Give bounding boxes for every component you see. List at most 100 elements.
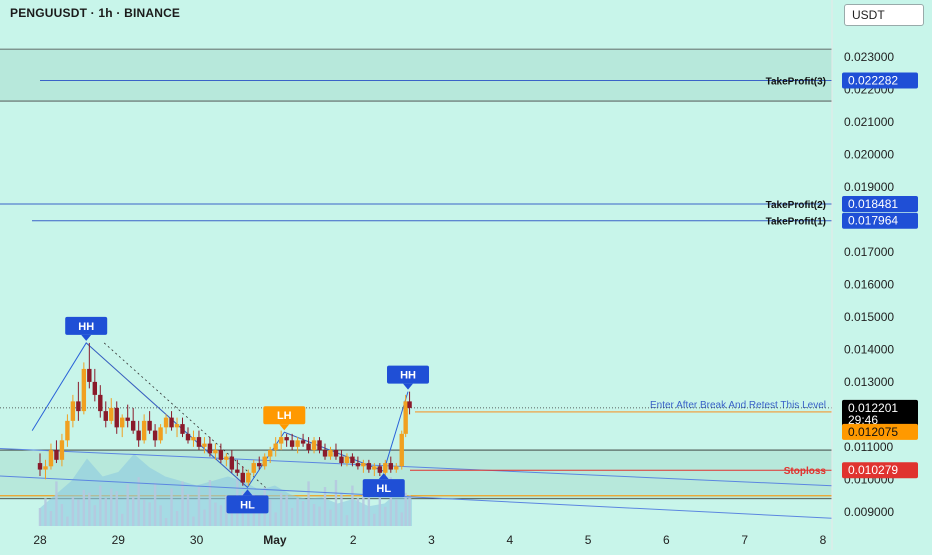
pivot-label-text: HL bbox=[376, 483, 391, 495]
y-tick-label: 0.019000 bbox=[844, 180, 894, 194]
candle-body bbox=[257, 463, 262, 467]
zone-0 bbox=[0, 49, 832, 102]
volume-bar bbox=[38, 508, 42, 526]
entry-label: Enter After Break And Retest This Level bbox=[650, 400, 826, 411]
volume-bar bbox=[400, 512, 403, 526]
y-tick-label: 0.013000 bbox=[844, 375, 894, 389]
x-tick-label: 29 bbox=[112, 533, 126, 547]
candle-body bbox=[87, 368, 92, 382]
volume-bar bbox=[323, 487, 327, 526]
candle-body bbox=[235, 469, 240, 473]
candle-body bbox=[180, 424, 185, 434]
x-tick-label: 30 bbox=[190, 533, 204, 547]
volume-bar bbox=[153, 482, 157, 526]
candle-body bbox=[350, 456, 355, 464]
currency-selector[interactable]: USDT bbox=[844, 4, 924, 26]
volume-bar bbox=[351, 485, 354, 526]
volume-bar bbox=[164, 518, 168, 526]
symbol-title: PENGUUSDT · 1h · BINANCE bbox=[10, 6, 181, 20]
candle-body bbox=[262, 456, 267, 467]
volume-bar bbox=[307, 481, 310, 526]
volume-bar bbox=[66, 516, 69, 526]
price-tag-takeprofit3 bbox=[842, 72, 918, 89]
level-label: TakeProfit(2) bbox=[766, 200, 826, 211]
pivot-label-text: HL bbox=[240, 499, 255, 511]
volume-bar bbox=[340, 492, 343, 526]
volume-bar bbox=[175, 511, 179, 526]
bar-countdown: 29:46 bbox=[848, 413, 878, 427]
candle-body bbox=[130, 420, 136, 431]
volume-bar bbox=[88, 492, 91, 526]
pivot-label-hl: HL bbox=[226, 489, 269, 514]
candle-body bbox=[109, 407, 114, 421]
candle-body bbox=[229, 456, 235, 470]
pivot-label-text: HH bbox=[78, 321, 94, 333]
candle-body bbox=[48, 450, 54, 467]
volume-bar bbox=[404, 492, 407, 526]
candle-body bbox=[268, 450, 273, 457]
candle-body bbox=[125, 417, 130, 421]
price-tag-stoploss-text: 0.010279 bbox=[848, 463, 898, 477]
x-tick-label: 3 bbox=[428, 533, 435, 547]
pivot-label-box bbox=[226, 495, 269, 514]
candle-body bbox=[70, 401, 76, 421]
candle-body bbox=[174, 424, 180, 428]
y-tick-label: 0.020000 bbox=[844, 148, 894, 162]
volume-bar bbox=[197, 487, 201, 526]
price-axis[interactable] bbox=[832, 0, 932, 550]
candle-body bbox=[65, 420, 70, 441]
candle-body bbox=[152, 430, 158, 441]
candle-body bbox=[295, 440, 300, 447]
price-tag-takeprofit2-text: 0.018481 bbox=[848, 197, 898, 211]
x-tick-label: 4 bbox=[506, 533, 513, 547]
candle-body bbox=[251, 463, 256, 473]
pivot-label-text: HH bbox=[400, 370, 416, 382]
volume-bar bbox=[60, 504, 64, 526]
volume-bar bbox=[214, 502, 217, 526]
volume-bar bbox=[104, 498, 107, 526]
volume-bar bbox=[71, 497, 75, 526]
candle-body bbox=[76, 401, 81, 412]
level-label: TakeProfit(1) bbox=[766, 217, 826, 228]
x-tick-label: 8 bbox=[820, 533, 827, 547]
candle-body bbox=[185, 433, 191, 441]
volume-bar bbox=[225, 495, 228, 526]
volume-bar bbox=[395, 499, 398, 526]
candle-body bbox=[284, 437, 289, 441]
volume-bar bbox=[192, 516, 195, 526]
volume-bar bbox=[126, 484, 129, 526]
pivot-label-hh: HH bbox=[387, 365, 430, 390]
candle-body bbox=[306, 443, 311, 451]
trend-line-upper bbox=[0, 447, 833, 487]
candle-body bbox=[278, 437, 284, 444]
candle-body bbox=[59, 440, 65, 460]
candle-body bbox=[98, 394, 103, 412]
y-tick-label: 0.016000 bbox=[844, 277, 894, 291]
y-tick-label: 0.015000 bbox=[844, 310, 894, 324]
level-label: Stoploss bbox=[784, 466, 827, 477]
trend-line-lower bbox=[0, 475, 833, 519]
candle-body bbox=[377, 466, 383, 473]
candle-body bbox=[407, 401, 412, 408]
candle-body bbox=[355, 463, 361, 467]
volume-bar bbox=[55, 481, 58, 526]
price-tag-takeprofit3-text: 0.022282 bbox=[848, 74, 898, 88]
volume-bar bbox=[49, 511, 53, 526]
candle-body bbox=[361, 463, 366, 467]
candle-body bbox=[136, 430, 141, 441]
volume-bar bbox=[44, 498, 47, 526]
level-label: TakeProfit(3) bbox=[766, 77, 826, 88]
volume-bar bbox=[121, 513, 124, 526]
volume-bar bbox=[99, 485, 102, 526]
pivot-label-lh: LH bbox=[263, 406, 306, 431]
price-tag-takeprofit1 bbox=[842, 212, 918, 229]
pivot-label-box bbox=[362, 479, 405, 498]
candle-body bbox=[403, 401, 408, 434]
candle-body bbox=[213, 450, 218, 454]
candle-body bbox=[224, 456, 229, 460]
volume-bar bbox=[203, 509, 206, 526]
candle-body bbox=[141, 420, 147, 441]
candle-body bbox=[163, 417, 169, 428]
volume-bar bbox=[93, 505, 97, 526]
